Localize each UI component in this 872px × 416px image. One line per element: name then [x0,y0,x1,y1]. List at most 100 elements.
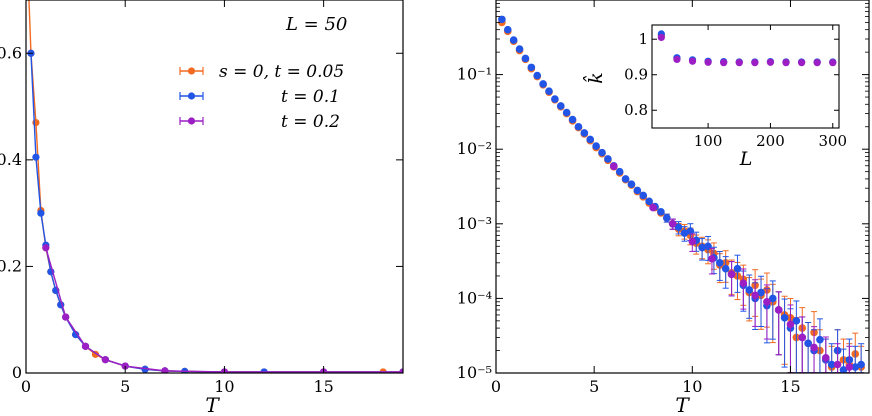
left-point-purple [42,244,50,252]
inset-xtick-label: 300 [818,132,847,150]
right-ytick-label: 10⁻² [457,139,492,158]
right-point-blue [498,15,506,24]
right-point-blue [816,335,824,344]
legend-marker-orange [187,67,196,75]
right-point-blue [757,288,765,297]
right-point-blue [621,175,630,183]
inset-point-purple [735,59,743,67]
inset-xtick-label: 200 [756,132,785,150]
right-point-blue [698,243,706,252]
right-point-blue [551,95,559,103]
right-point-purple [708,254,716,263]
left-xlabel: T [205,393,220,416]
legend-entry-orange: s = 0, t = 0.05 [179,62,344,82]
right-ticks: 0 5 10 15 10⁻⁵ 10⁻⁴ 10⁻³ 10⁻² 10⁻¹ [457,0,869,396]
right-point-blue [827,360,836,369]
right-ytick-label: 10⁻³ [457,214,492,233]
inset-point-purple [688,57,697,65]
right-point-blue [639,191,648,200]
legend-label-blue: t = 0.1 [281,87,340,107]
right-point-purple [845,363,854,371]
right-xtick-label: 0 [491,377,501,396]
left-xtick-label: 15 [313,377,333,396]
left-annotation: L = 50 [285,14,347,35]
inset-xlabel: L [739,148,753,170]
left-point-blue [32,153,40,161]
inset-panel: 100 200 300 0.8 0.9 1 L k̂ [582,24,847,170]
left-plot-area [27,0,403,373]
right-point-blue [615,167,624,176]
inset-point-purple [720,59,728,67]
right-point-blue [604,155,612,163]
left-point-purple [101,356,109,364]
right-ytick-label: 10⁻⁵ [457,363,492,382]
right-point-blue [839,366,848,373]
right-point-blue [598,148,606,157]
inset-point-purple [829,59,837,67]
left-point-blue [141,365,149,373]
right-point-blue [592,142,600,150]
legend-label-orange: s = 0, t = 0.05 [219,62,344,82]
right-point-blue [515,45,524,53]
right-panel: 0 5 10 15 10⁻⁵ 10⁻⁴ 10⁻³ 10⁻² 10⁻¹ T [457,0,870,416]
right-point-blue [586,135,595,144]
legend-marker-purple [187,117,196,125]
right-point-blue [533,71,542,80]
right-point-blue [686,227,695,235]
right-point-blue [721,264,730,273]
right-point-purple [798,333,807,342]
right-xtick-label: 10 [682,377,702,396]
inset-axes-frame [651,24,840,129]
left-point-purple [399,368,403,373]
right-point-blue [521,54,530,63]
inset-ytick-label: 0.8 [624,101,648,119]
inset-point-purple [673,55,681,64]
left-ytick-label: 0 [12,363,22,382]
right-point-purple [822,353,830,362]
right-point-purple [810,343,818,352]
right-point-blue [545,87,553,95]
right-point-blue [562,108,571,117]
inset-plot-area [657,30,837,67]
right-ytick-label: 10⁻⁴ [457,288,492,307]
left-point-orange [32,118,40,127]
legend: s = 0, t = 0.05 t = 0.1 t = 0.2 [179,62,344,132]
inset-point-purple [813,59,821,67]
inset-ticks: 100 200 300 0.8 0.9 1 [624,25,847,150]
inset-point-purple [798,59,806,67]
right-point-blue [792,317,801,325]
inset-point-purple [782,59,790,67]
inset-xtick-label: 100 [694,132,723,150]
left-series-line-purple [45,247,403,373]
right-point-blue [680,229,689,237]
right-point-blue [556,102,565,110]
legend-entry-blue: t = 0.1 [179,87,340,107]
right-point-blue [657,207,665,216]
right-point-blue [527,63,536,72]
right-point-blue [539,80,547,88]
right-point-purple [751,291,759,300]
inset-ytick-label: 0.9 [624,66,648,84]
inset-point-purple [657,33,665,42]
right-point-purple [763,298,771,306]
left-point-purple [81,342,90,350]
inset-ylabel: k̂ [582,72,607,84]
legend-label-purple: t = 0.2 [281,112,340,132]
left-point-purple [62,313,70,321]
inset-point-purple [751,59,759,67]
right-point-blue [627,180,636,188]
left-series-line-orange [28,0,403,373]
right-point-blue [780,313,789,322]
right-point-blue [568,115,577,124]
right-point-blue [674,223,683,232]
right-point-blue [745,286,754,294]
right-xtick-label: 15 [780,377,800,396]
right-point-blue [733,264,742,273]
legend-marker-blue [187,92,196,100]
right-point-blue [769,294,777,303]
right-point-purple [727,270,736,279]
right-point-purple [774,306,783,314]
right-point-purple [833,360,842,369]
left-point-blue [72,331,80,339]
